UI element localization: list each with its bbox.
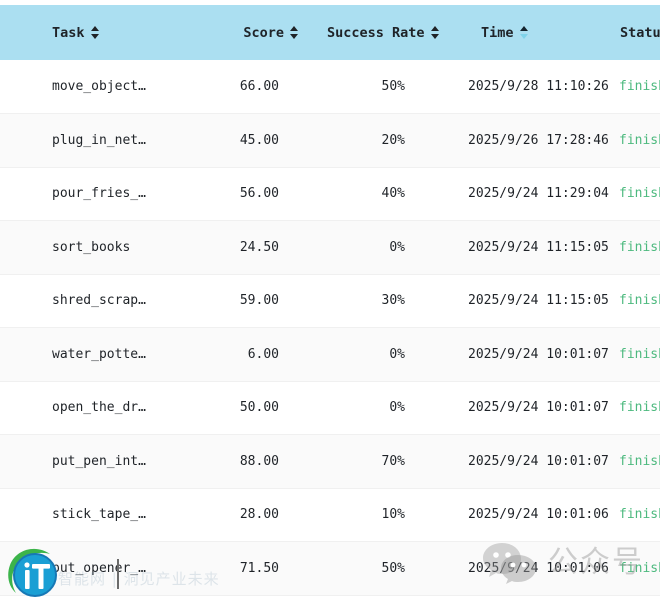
table-row[interactable]: pour_fries_… 56.00 40% 2025/9/24 11:29:04 fi… bbox=[0, 167, 660, 221]
sort-updown-icon[interactable] bbox=[290, 25, 299, 40]
sort-down-triangle bbox=[519, 34, 528, 39]
status-badge: finished bbox=[616, 167, 660, 221]
cell-time: 2025/9/26 17:28:46 bbox=[467, 113, 616, 168]
table-row[interactable]: sort_books 24.50 0% 2025/9/24 11:15:05 finis… bbox=[0, 220, 660, 275]
status-badge: finished bbox=[616, 60, 660, 114]
cell-success-rate: 20% bbox=[313, 113, 467, 168]
column-header-success-rate[interactable]: Success Rate bbox=[313, 5, 467, 60]
sort-updown-icon[interactable] bbox=[519, 25, 529, 40]
column-header-time[interactable]: Time bbox=[467, 5, 616, 60]
table-row[interactable]: open_the_dr… 50.00 0% 2025/9/24 10:01:07 fin… bbox=[0, 381, 660, 435]
sort-updown-icon[interactable] bbox=[430, 25, 440, 40]
cell-task-name: water_potte… bbox=[0, 327, 207, 382]
sort-up-triangle bbox=[90, 26, 99, 31]
cell-success-rate: 70% bbox=[313, 434, 467, 489]
sort-up-triangle bbox=[519, 26, 528, 31]
cell-task-name: open_the_dr… bbox=[0, 381, 207, 435]
table-row[interactable]: plug_in_net… 45.00 20% 2025/9/26 17:28:46 fi… bbox=[0, 113, 660, 168]
table-body: move_object… 66.00 50% 2025/9/28 11:10:26 fi… bbox=[0, 60, 660, 596]
cell-time: 2025/9/24 10:01:06 bbox=[467, 488, 616, 542]
cell-task-name: sort_books bbox=[0, 220, 207, 275]
cell-success-rate: 30% bbox=[313, 274, 467, 328]
sort-up-triangle bbox=[290, 26, 298, 31]
status-badge: finished bbox=[616, 274, 660, 328]
table-row[interactable]: move_object… 66.00 50% 2025/9/28 11:10:26 fi… bbox=[0, 60, 660, 114]
cell-time: 2025/9/24 11:29:04 bbox=[467, 167, 616, 221]
status-badge: finished bbox=[616, 541, 660, 596]
cell-time: 2025/9/28 11:10:26 bbox=[467, 60, 616, 114]
cell-time: 2025/9/24 10:01:07 bbox=[467, 327, 616, 382]
status-badge: finished bbox=[616, 113, 660, 168]
task-results-table: Task Score bbox=[0, 5, 660, 596]
table-row[interactable]: put_pen_int… 88.00 70% 2025/9/24 10:01:07 fi… bbox=[0, 434, 660, 489]
column-header-status: Status bbox=[616, 5, 660, 60]
status-badge: finished bbox=[616, 488, 660, 542]
column-header-task[interactable]: Task bbox=[0, 5, 207, 60]
cell-score: 56.00 bbox=[207, 167, 313, 221]
column-header-score-label: Score bbox=[243, 24, 284, 41]
cell-score: 59.00 bbox=[207, 274, 313, 328]
status-badge: finished bbox=[616, 327, 660, 382]
cell-score: 28.00 bbox=[207, 488, 313, 542]
sort-up-triangle bbox=[430, 26, 439, 31]
cell-time: 2025/9/24 11:15:05 bbox=[467, 220, 616, 275]
cell-success-rate: 40% bbox=[313, 167, 467, 221]
sort-down-triangle bbox=[430, 34, 439, 39]
cell-task-name: plug_in_net… bbox=[0, 113, 207, 168]
status-badge: finished bbox=[616, 381, 660, 435]
sort-down-triangle bbox=[290, 34, 298, 39]
column-header-success-rate-label: Success Rate bbox=[327, 24, 425, 41]
cell-task-name: move_object… bbox=[0, 60, 207, 114]
column-header-time-label: Time bbox=[481, 24, 514, 41]
cell-success-rate: 10% bbox=[313, 488, 467, 542]
cell-success-rate: 0% bbox=[313, 220, 467, 275]
cell-score: 24.50 bbox=[207, 220, 313, 275]
cell-success-rate: 0% bbox=[313, 327, 467, 382]
cell-task-name: stick_tape_… bbox=[0, 488, 207, 542]
cell-success-rate: 50% bbox=[313, 60, 467, 114]
table-header-row: Task Score bbox=[0, 5, 660, 60]
table-row[interactable]: shred_scrap… 59.00 30% 2025/9/24 11:15:05 fi… bbox=[0, 274, 660, 328]
column-header-task-label: Task bbox=[52, 24, 85, 41]
status-badge: finished bbox=[616, 220, 660, 275]
column-header-score[interactable]: Score bbox=[207, 5, 313, 60]
cell-score: 6.00 bbox=[207, 327, 313, 382]
cell-task-name: put_pen_int… bbox=[0, 434, 207, 489]
status-badge: finished bbox=[616, 434, 660, 489]
cell-score: 45.00 bbox=[207, 113, 313, 168]
column-header-status-label: Status bbox=[620, 24, 660, 41]
cell-score: 71.50 bbox=[207, 541, 313, 596]
table-row[interactable]: stick_tape_… 28.00 10% 2025/9/24 10:01:06 fi… bbox=[0, 488, 660, 542]
cell-success-rate: 50% bbox=[313, 541, 467, 596]
table-header: Task Score bbox=[0, 5, 660, 60]
cell-task-name: shred_scrap… bbox=[0, 274, 207, 328]
sort-down-triangle bbox=[90, 34, 99, 39]
cell-score: 66.00 bbox=[207, 60, 313, 114]
table-row[interactable]: put_opener_… 71.50 50% 2025/9/24 10:01:06 fi… bbox=[0, 541, 660, 596]
cell-score: 88.00 bbox=[207, 434, 313, 489]
cell-task-name: put_opener_… bbox=[0, 541, 207, 596]
cell-success-rate: 0% bbox=[313, 381, 467, 435]
cell-score: 50.00 bbox=[207, 381, 313, 435]
sort-updown-icon[interactable] bbox=[90, 25, 100, 40]
table-row[interactable]: water_potte… 6.00 0% 2025/9/24 10:01:07 fini… bbox=[0, 327, 660, 382]
cell-time: 2025/9/24 10:01:07 bbox=[467, 434, 616, 489]
cell-time: 2025/9/24 11:15:05 bbox=[467, 274, 616, 328]
top-spacer bbox=[0, 0, 660, 5]
cell-time: 2025/9/24 10:01:07 bbox=[467, 381, 616, 435]
cell-task-name: pour_fries_… bbox=[0, 167, 207, 221]
cell-time: 2025/9/24 10:01:06 bbox=[467, 541, 616, 596]
